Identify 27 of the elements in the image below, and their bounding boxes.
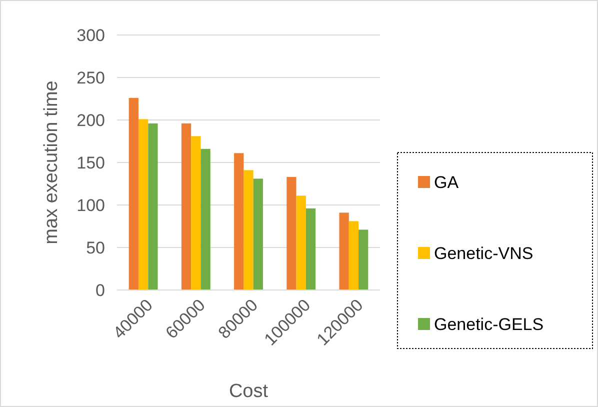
x-axis-title: Cost	[228, 381, 269, 402]
bar	[181, 123, 192, 290]
bar	[348, 221, 359, 290]
bar	[191, 136, 201, 290]
y-tick-label: 200	[76, 110, 105, 130]
bar	[296, 196, 306, 290]
bar	[286, 176, 296, 290]
y-tick-label: 250	[76, 68, 105, 88]
y-axis-title: max execution time	[41, 80, 62, 244]
legend-label: Genetic-VNS	[434, 244, 534, 263]
bar	[253, 178, 263, 290]
bar	[128, 98, 138, 290]
bar	[148, 123, 158, 290]
bar	[339, 212, 349, 290]
bar	[244, 170, 254, 290]
bar	[234, 153, 244, 290]
legend-label: GA	[434, 172, 460, 192]
bar	[138, 119, 148, 290]
bar	[306, 208, 316, 290]
legend-label: Genetic-GELS	[434, 314, 544, 334]
bar	[358, 230, 368, 290]
y-tick-label: 300	[76, 26, 105, 45]
y-tick-label: 150	[76, 153, 105, 172]
bar	[200, 148, 210, 290]
y-tick-label: 50	[86, 238, 105, 258]
y-tick-label: 0	[96, 280, 105, 300]
y-tick-label: 100	[76, 196, 105, 215]
